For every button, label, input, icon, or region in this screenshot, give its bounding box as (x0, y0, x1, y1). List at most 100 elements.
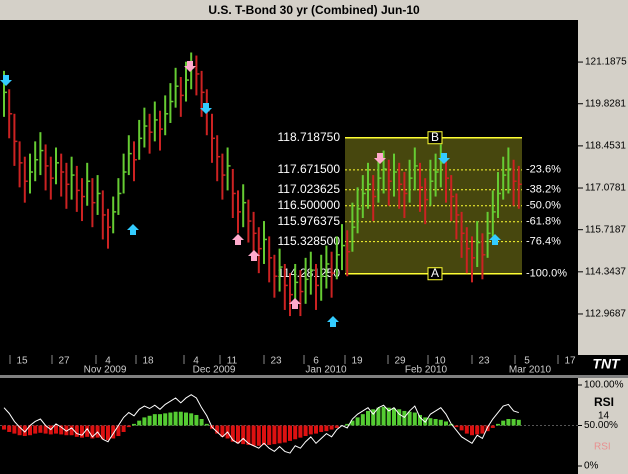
histogram-bar (236, 425, 240, 444)
histogram-bar (168, 412, 173, 426)
month-label: Jan 2010 (305, 365, 347, 376)
histogram-bar (2, 425, 6, 430)
fib-price-label: 116.500000 (277, 198, 340, 212)
histogram-bar (106, 425, 110, 441)
histogram-bar (371, 409, 376, 426)
histogram-bar (459, 425, 464, 431)
histogram-bar (433, 419, 438, 426)
x-tick-label: 4 (105, 356, 111, 367)
rsi-line (3, 394, 519, 454)
histogram-bar (54, 425, 58, 434)
histogram-bar (12, 425, 17, 434)
histogram-bar (485, 425, 490, 432)
histogram-bar (475, 425, 480, 435)
fib-price-label: 117.671500 (277, 162, 340, 176)
histogram-bar (111, 425, 116, 439)
histogram-bar (80, 425, 84, 438)
x-tick-label: 15 (16, 356, 28, 367)
histogram-bar (184, 412, 188, 426)
x-tick-label: 6 (313, 356, 319, 367)
y-tick-label: 0% (584, 461, 599, 472)
y-tick-label: 115.7187 (585, 224, 626, 235)
signal-arrow (327, 316, 339, 327)
signal-arrow (0, 75, 12, 86)
histogram-bar (22, 425, 27, 437)
histogram-bar (454, 425, 459, 428)
histogram-bar (386, 407, 391, 426)
y-tick-label: 118.4531 (585, 141, 626, 152)
month-label: Mar 2010 (509, 365, 552, 376)
signal-arrow (232, 234, 244, 245)
histogram-bar (293, 425, 298, 440)
legend-label-faint: RSI (594, 442, 611, 453)
logo: TNT (592, 356, 621, 372)
x-tick-label: 11 (227, 356, 238, 367)
histogram-bar (38, 425, 43, 433)
histogram-bar (116, 425, 121, 437)
histogram-bar (189, 413, 194, 426)
histogram-bar (59, 425, 64, 435)
histogram-bar (355, 417, 360, 426)
histogram-bar (163, 413, 168, 426)
x-tick-label: 19 (351, 356, 363, 367)
panel-divider (0, 375, 628, 378)
histogram-bar (402, 410, 407, 426)
histogram-bar (308, 425, 313, 435)
histogram-bar (215, 425, 220, 434)
y-tick-label: 100.00% (584, 380, 624, 391)
histogram-bar (194, 414, 199, 426)
histogram-bar (412, 412, 417, 426)
histogram-bar (158, 414, 162, 426)
histogram-bar (334, 425, 339, 428)
histogram-bar (298, 425, 303, 438)
price-axis (578, 20, 628, 355)
x-tick-label: 29 (394, 356, 406, 367)
fib-marker (427, 131, 443, 145)
histogram-bar (345, 423, 350, 426)
fib-percent-label: -76.4% (526, 236, 561, 248)
month-label: Dec 2009 (193, 365, 236, 376)
histogram-bar (324, 425, 329, 432)
histogram-bar (152, 414, 157, 426)
histogram-bar (251, 425, 256, 446)
x-tick-label: 18 (142, 356, 154, 367)
x-tick-label: 23 (478, 356, 490, 367)
histogram-bar (199, 419, 204, 426)
y-tick-label: 114.3437 (585, 266, 626, 277)
histogram-bar (428, 418, 433, 426)
histogram-bar (132, 423, 136, 426)
histogram-bar (241, 425, 246, 445)
histogram-bar (137, 420, 142, 426)
histogram-bar (360, 414, 365, 426)
histogram-bar (43, 425, 48, 434)
histogram-bar (246, 425, 251, 445)
y-tick-label: 50.00% (584, 420, 618, 431)
histogram-bar (282, 425, 287, 443)
histogram-bar (506, 419, 511, 426)
histogram-bar (204, 423, 209, 426)
histogram-bar (64, 425, 69, 436)
histogram-bar (178, 411, 183, 426)
rsi-period: 14 (598, 411, 610, 422)
histogram-bar (470, 425, 474, 436)
histogram-bar (381, 406, 386, 426)
histogram-bar (329, 425, 334, 430)
histogram-bar (392, 408, 396, 426)
histogram-bar (350, 420, 355, 426)
logo-box (578, 355, 628, 375)
histogram-bar (319, 425, 324, 432)
histogram-bar (418, 414, 422, 426)
histogram-bar (272, 425, 277, 445)
legend-label: RSI (594, 395, 614, 409)
histogram-bar (397, 409, 402, 426)
histogram-bar (444, 421, 448, 426)
histogram-bar (303, 425, 308, 437)
x-tick-label: 10 (434, 356, 446, 367)
fib-percent-label: -50.0% (526, 200, 561, 212)
histogram-bar (90, 425, 95, 439)
fib-percent-label: -61.8% (526, 216, 561, 228)
histogram-bar (407, 411, 412, 426)
